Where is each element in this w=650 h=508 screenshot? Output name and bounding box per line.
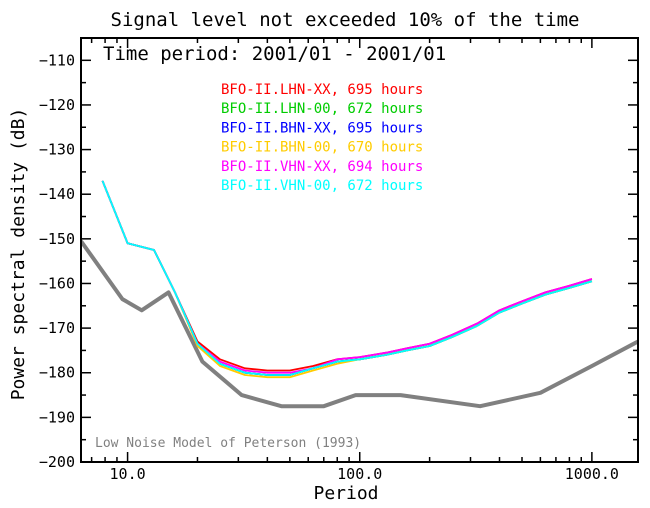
reference-model-line: [81, 239, 638, 409]
x-tick-label: 100.0: [337, 465, 382, 483]
y-tick-label: −170: [39, 319, 75, 337]
reference-model-label: Low Noise Model of Peterson (1993): [95, 436, 361, 451]
series-line-3: [101, 180, 593, 379]
legend-entry: BFO-II.LHN-00, 672 hours: [221, 101, 423, 117]
y-tick-label: −140: [39, 185, 75, 203]
series-line-2: [101, 180, 593, 376]
tick-labels: −110 −120 −130 −140 −150 −160 −170 −180 −190 −200…: [39, 51, 619, 483]
series-line-5: [101, 180, 593, 376]
legend-entry: BFO-II.VHN-00, 672 hours: [221, 178, 423, 194]
legend: BFO-II.LHN-XX, 695 hours BFO-II.LHN-00, 6…: [221, 82, 423, 194]
legend-entry: BFO-II.VHN-XX, 694 hours: [221, 159, 423, 175]
x-axis-label: Period: [313, 483, 378, 504]
chart-subtitle: Time period: 2001/01 - 2001/01: [103, 43, 446, 65]
y-tick-label: −190: [39, 408, 75, 426]
legend-entry: BFO-II.BHN-00, 670 hours: [221, 140, 423, 156]
y-tick-label: −110: [39, 51, 75, 69]
series-line-1: [101, 180, 593, 376]
y-tick-label: −160: [39, 274, 75, 292]
series-line-4: [101, 180, 593, 374]
legend-entry: BFO-II.LHN-XX, 695 hours: [221, 82, 423, 98]
y-tick-label: −120: [39, 96, 75, 114]
x-tick-label: 1000.0: [565, 465, 619, 483]
y-tick-label: −200: [39, 453, 75, 471]
chart-title: Signal level not exceeded 10% of the tim…: [111, 9, 580, 31]
legend-entry: BFO-II.BHN-XX, 695 hours: [221, 120, 423, 136]
y-tick-label: −150: [39, 230, 75, 248]
y-tick-label: −180: [39, 364, 75, 382]
y-tick-label: −130: [39, 141, 75, 159]
plot-frame: [80, 37, 639, 463]
x-tick-label: 10.0: [110, 465, 146, 483]
y-axis-label: Power spectral density (dB): [8, 108, 29, 401]
plot-lines: [81, 180, 638, 409]
series-line-0: [101, 180, 593, 372]
